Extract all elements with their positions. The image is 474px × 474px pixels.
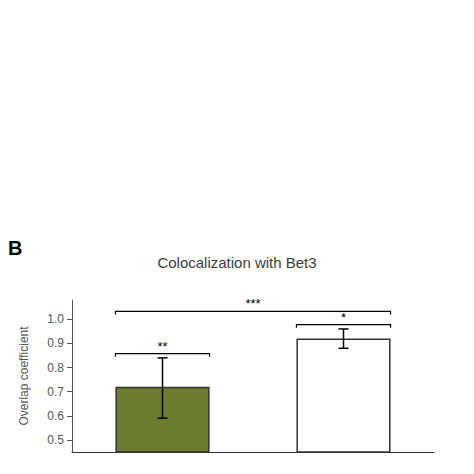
- svg-text:0.9: 0.9: [47, 336, 64, 350]
- svg-text:**: **: [157, 339, 167, 354]
- svg-text:0.8: 0.8: [47, 361, 64, 375]
- svg-text:Overlap coefficient: Overlap coefficient: [17, 326, 31, 426]
- svg-text:*: *: [341, 310, 346, 325]
- svg-text:1.0: 1.0: [47, 312, 64, 326]
- svg-text:0.6: 0.6: [47, 409, 64, 423]
- svg-text:Colocalization with Bet3: Colocalization with Bet3: [157, 254, 316, 271]
- svg-text:B: B: [8, 237, 22, 259]
- svg-text:0.5: 0.5: [47, 433, 64, 447]
- svg-text:0.7: 0.7: [47, 385, 64, 399]
- svg-text:***: ***: [245, 296, 260, 311]
